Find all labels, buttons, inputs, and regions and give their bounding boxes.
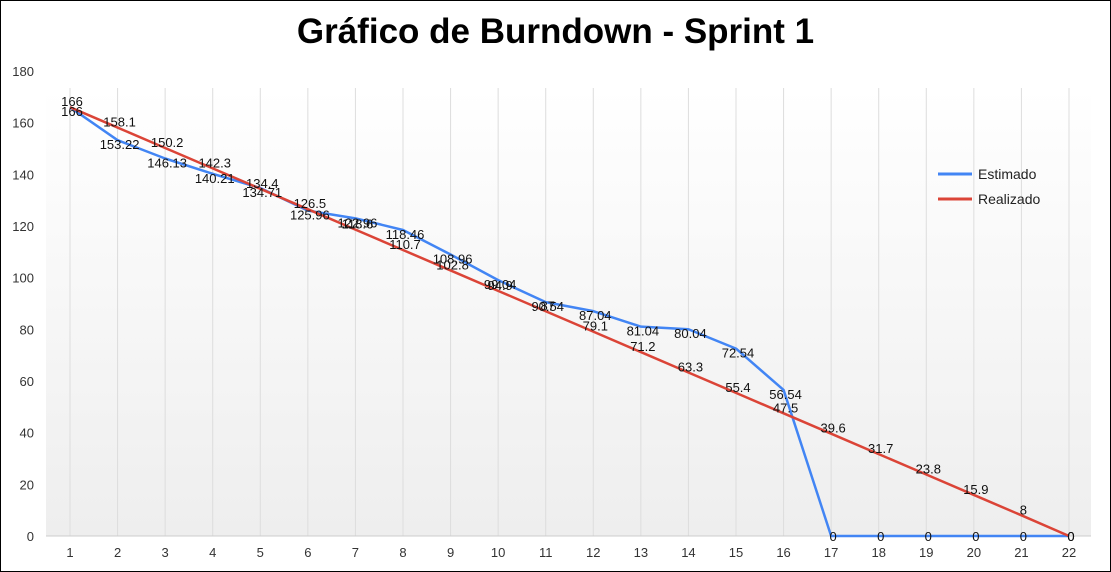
data-label-estimado: 0 xyxy=(972,529,979,544)
data-label-estimado: 0 xyxy=(830,529,837,544)
x-tick-label: 14 xyxy=(681,545,695,560)
x-tick-label: 16 xyxy=(776,545,790,560)
data-label-realizado: 55.4 xyxy=(725,380,750,395)
data-label-estimado: 87.04 xyxy=(579,308,612,323)
x-tick-label: 11 xyxy=(539,545,553,560)
y-tick-label: 80 xyxy=(20,322,34,337)
legend: Estimado Realizado xyxy=(938,166,1040,207)
data-label-estimado: 0 xyxy=(925,529,932,544)
data-label-estimado: 0 xyxy=(1020,529,1027,544)
data-label-realizado: 150.2 xyxy=(151,135,184,150)
data-label-realizado: 39.6 xyxy=(820,421,845,436)
data-label-estimado: 122.96 xyxy=(338,215,378,230)
y-tick-label: 60 xyxy=(20,374,34,389)
data-label-estimado: 166 xyxy=(61,104,83,119)
data-label-realizado: 134.4 xyxy=(246,176,279,191)
plot-background xyxy=(46,88,1091,536)
data-label-realizado: 79.1 xyxy=(583,319,608,334)
y-tick-label: 180 xyxy=(12,64,34,79)
x-tick-label: 9 xyxy=(447,545,454,560)
series-lines xyxy=(69,106,1070,538)
y-tick-label: 120 xyxy=(12,219,34,234)
x-tick-label: 3 xyxy=(162,545,169,560)
grid-lines xyxy=(69,88,1070,536)
data-label-realizado: 102.8 xyxy=(436,257,469,272)
x-tick-label: 13 xyxy=(634,545,648,560)
data-label-estimado: 153.22 xyxy=(100,137,140,152)
x-axis: 1 2 3 4 5 6 7 8 9 10 11 12 13 14 15 16 17 18 19 20 21 22 xyxy=(46,535,1091,560)
data-label-estimado: 80.04 xyxy=(674,326,707,341)
y-tick-label: 0 xyxy=(27,529,34,544)
data-label-realizado: 47.5 xyxy=(773,400,798,415)
data-label-estimado: 146.13 xyxy=(147,155,187,170)
x-tick-label: 12 xyxy=(586,545,600,560)
data-label-realizado: 23.8 xyxy=(916,462,941,477)
x-tick-label: 18 xyxy=(871,545,885,560)
x-tick-label: 21 xyxy=(1014,545,1028,560)
x-tick-label: 5 xyxy=(257,545,264,560)
data-label-estimado: 125.96 xyxy=(290,208,330,223)
x-tick-label: 2 xyxy=(114,545,121,560)
data-label-estimado: 99.04 xyxy=(484,277,517,292)
data-label-realizado: 87 xyxy=(540,298,554,313)
data-label-estimado: 140.21 xyxy=(195,171,235,186)
data-label-estimado: 90.54 xyxy=(531,299,564,314)
data-label-realizado: 110.7 xyxy=(389,237,421,252)
data-label-estimado: 134.71 xyxy=(242,185,282,200)
data-label-estimado: 0 xyxy=(877,529,884,544)
y-tick-label: 20 xyxy=(20,477,34,492)
data-labels: 166153.22146.13140.21134.71125.96122.961… xyxy=(61,94,1074,544)
y-tick-label: 160 xyxy=(12,116,34,131)
legend-label-realizado: Realizado xyxy=(978,191,1040,207)
data-label-realizado: 142.3 xyxy=(198,155,231,170)
data-label-realizado: 94.9 xyxy=(487,278,512,293)
data-label-estimado: 56.54 xyxy=(769,387,802,402)
data-label-realizado: 15.9 xyxy=(963,482,988,497)
y-tick-label: 140 xyxy=(12,167,34,182)
data-label-realizado: 166 xyxy=(61,94,83,109)
data-label-realizado: 63.3 xyxy=(678,359,703,374)
x-tick-label: 4 xyxy=(209,545,216,560)
data-label-estimado: 0 xyxy=(1067,529,1074,544)
data-label-realizado: 31.7 xyxy=(868,441,893,456)
x-tick-label: 19 xyxy=(919,545,933,560)
data-label-realizado: 8 xyxy=(1020,502,1027,517)
data-label-realizado: 126.5 xyxy=(294,196,327,211)
data-label-realizado: 0 xyxy=(1067,529,1074,544)
x-tick-label: 22 xyxy=(1062,545,1076,560)
y-tick-label: 100 xyxy=(12,271,34,286)
x-tick-label: 6 xyxy=(304,545,311,560)
x-tick-label: 7 xyxy=(352,545,359,560)
data-label-estimado: 108.96 xyxy=(433,252,473,267)
x-tick-label: 8 xyxy=(399,545,406,560)
x-tick-label: 17 xyxy=(824,545,838,560)
data-label-realizado: 118.6 xyxy=(342,217,374,232)
y-tick-label: 40 xyxy=(20,426,34,441)
x-tick-label: 10 xyxy=(491,545,505,560)
x-tick-label: 1 xyxy=(66,545,73,560)
data-label-estimado: 81.04 xyxy=(627,324,660,339)
data-label-realizado: 71.2 xyxy=(630,339,655,354)
data-label-estimado: 118.46 xyxy=(386,227,425,242)
legend-label-estimado: Estimado xyxy=(978,166,1037,182)
series-line-realizado xyxy=(69,106,1070,538)
data-label-realizado: 158.1 xyxy=(103,115,136,130)
series-line-estimado xyxy=(69,106,1069,538)
x-tick-label: 15 xyxy=(729,545,743,560)
x-tick-label: 20 xyxy=(967,545,981,560)
y-axis: 0 20 40 60 80 100 120 140 160 180 xyxy=(12,64,34,544)
data-label-estimado: 72.54 xyxy=(722,346,755,361)
chart-title: Gráfico de Burndown - Sprint 1 xyxy=(296,12,815,51)
